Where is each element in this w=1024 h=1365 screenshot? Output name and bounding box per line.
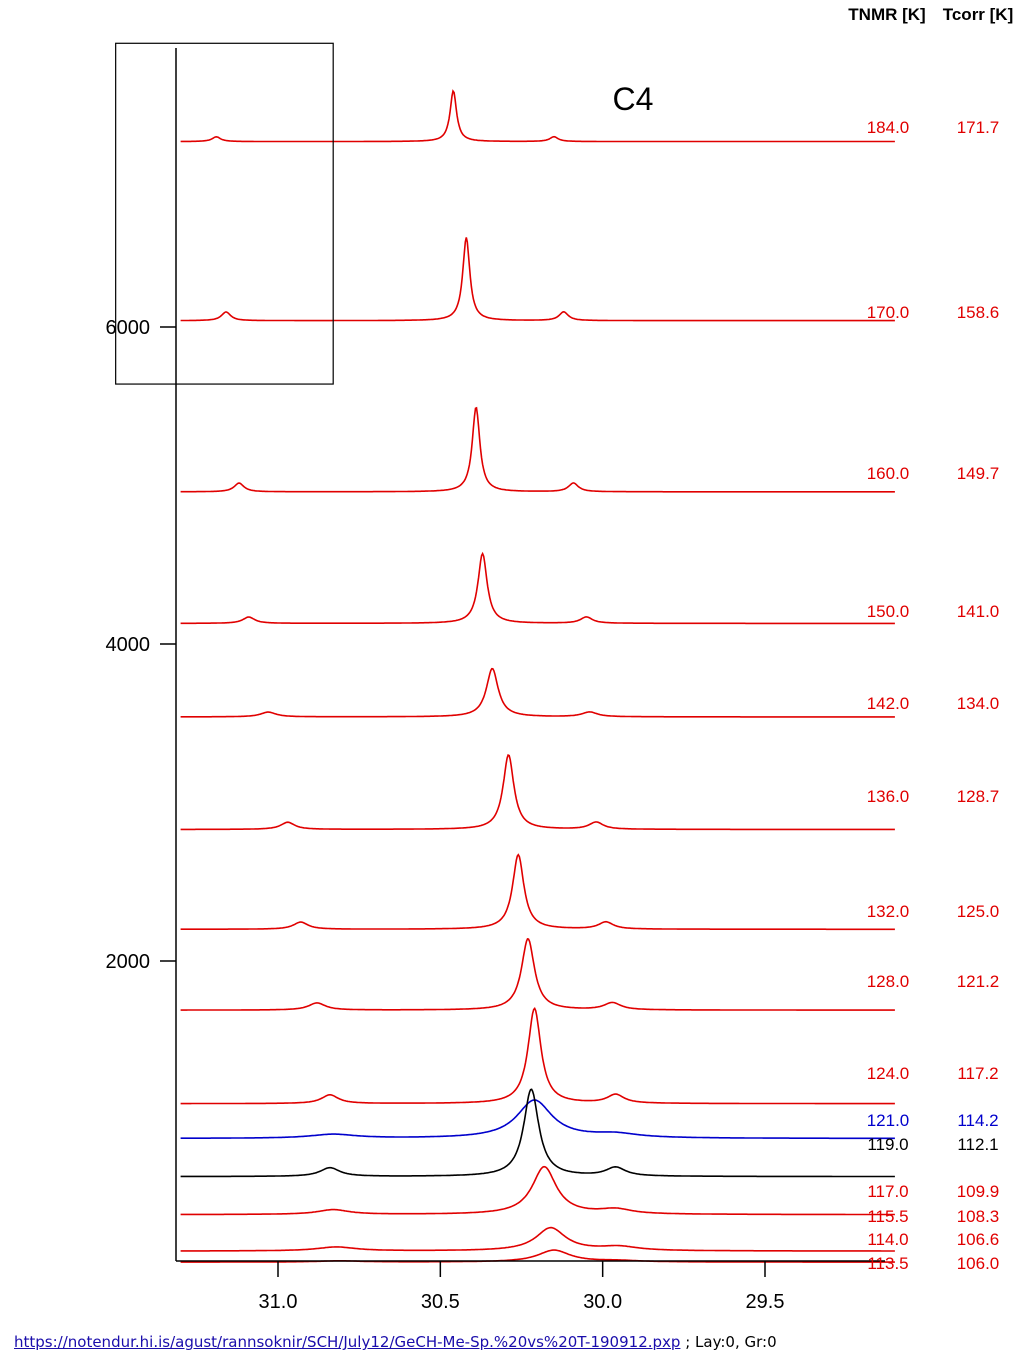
x-tick-label-30.0: 30.0: [583, 1291, 622, 1313]
spectrum-trace-124.0: [180, 1006, 895, 1105]
chart-title: C4: [613, 81, 654, 117]
nmr-stacked-spectra-chart: 2000 4000 6000 31.0 30.5 30.0 29.5 TNMR [K] Tco…: [0, 0, 1013, 1313]
tnmr-label-128.0: 128.0: [867, 972, 910, 991]
tnmr-label-184.0: 184.0: [867, 118, 910, 137]
tcorr-label-149.7: 149.7: [957, 464, 1000, 483]
tnmr-label-115.5: 115.5: [867, 1207, 908, 1226]
temperature-labels: TNMR [K] Tcorr [K] 184.0 171.7 170.0 158.6 160…: [848, 5, 1013, 1273]
column-header-tcorr: Tcorr [K]: [943, 5, 1014, 24]
tcorr-label-121.2: 121.2: [957, 972, 1000, 991]
spectra-traces: [180, 89, 895, 1263]
source-footer: https://notendur.hi.is/agust/rannsoknir/…: [14, 1333, 777, 1351]
tnmr-label-117.0: 117.0: [867, 1182, 908, 1201]
x-tick-label-31.0: 31.0: [259, 1291, 298, 1313]
y-tick-label-2000: 2000: [106, 951, 151, 973]
tnmr-label-160.0: 160.0: [867, 464, 910, 483]
axes: 2000 4000 6000 31.0 30.5 30.0 29.5: [106, 42, 885, 1313]
spectrum-trace-132.0: [180, 853, 895, 931]
tcorr-label-171.7: 171.7: [957, 118, 1000, 137]
spectrum-trace-119.0: [180, 1088, 895, 1178]
spectrum-trace-121.0: [180, 1099, 895, 1140]
spectrum-trace-117.0: [180, 1165, 895, 1216]
tcorr-label-108.3: 108.3: [957, 1207, 1000, 1226]
y-tick-label-4000: 4000: [106, 634, 151, 656]
y-tick-label-6000: 6000: [106, 317, 151, 339]
tnmr-label-142.0: 142.0: [867, 694, 910, 713]
x-tick-label-29.5: 29.5: [746, 1291, 785, 1313]
tcorr-label-125.0: 125.0: [957, 902, 1000, 921]
tnmr-label-121.0: 121.0: [867, 1111, 910, 1130]
tcorr-label-134.0: 134.0: [957, 694, 1000, 713]
spectrum-trace-170.0: [180, 237, 895, 322]
tcorr-label-109.9: 109.9: [957, 1182, 1000, 1201]
tnmr-label-124.0: 124.0: [867, 1064, 910, 1083]
spectrum-trace-115.5: [180, 1226, 895, 1252]
spectrum-trace-150.0: [180, 551, 895, 625]
tcorr-label-112.1: 112.1: [957, 1135, 998, 1154]
spectrum-trace-142.0: [180, 667, 895, 718]
tcorr-label-114.2: 114.2: [957, 1111, 998, 1130]
tnmr-label-114.0: 114.0: [867, 1230, 908, 1249]
tcorr-label-128.7: 128.7: [957, 787, 1000, 806]
tcorr-label-106.6: 106.6: [957, 1230, 1000, 1249]
tnmr-label-132.0: 132.0: [867, 902, 910, 921]
tnmr-label-136.0: 136.0: [867, 787, 910, 806]
tcorr-label-158.6: 158.6: [957, 303, 1000, 322]
layer-info: ; Lay:0, Gr:0: [680, 1333, 777, 1351]
tnmr-label-119.0: 119.0: [867, 1135, 908, 1154]
tnmr-label-113.5: 113.5: [867, 1254, 908, 1273]
inset-region-box: [115, 42, 334, 385]
spectrum-trace-128.0: [180, 937, 895, 1011]
spectrum-trace-136.0: [180, 754, 895, 831]
source-link[interactable]: https://notendur.hi.is/agust/rannsoknir/…: [14, 1333, 681, 1351]
spectrum-trace-184.0: [180, 89, 895, 143]
tcorr-label-141.0: 141.0: [957, 602, 1000, 621]
x-tick-label-30.5: 30.5: [421, 1291, 460, 1313]
spectrum-trace-160.0: [180, 406, 895, 493]
tcorr-label-117.2: 117.2: [957, 1064, 998, 1083]
column-header-tnmr: TNMR [K]: [848, 5, 925, 24]
tnmr-label-170.0: 170.0: [867, 303, 910, 322]
tnmr-label-150.0: 150.0: [867, 602, 910, 621]
tcorr-label-106.0: 106.0: [957, 1254, 1000, 1273]
